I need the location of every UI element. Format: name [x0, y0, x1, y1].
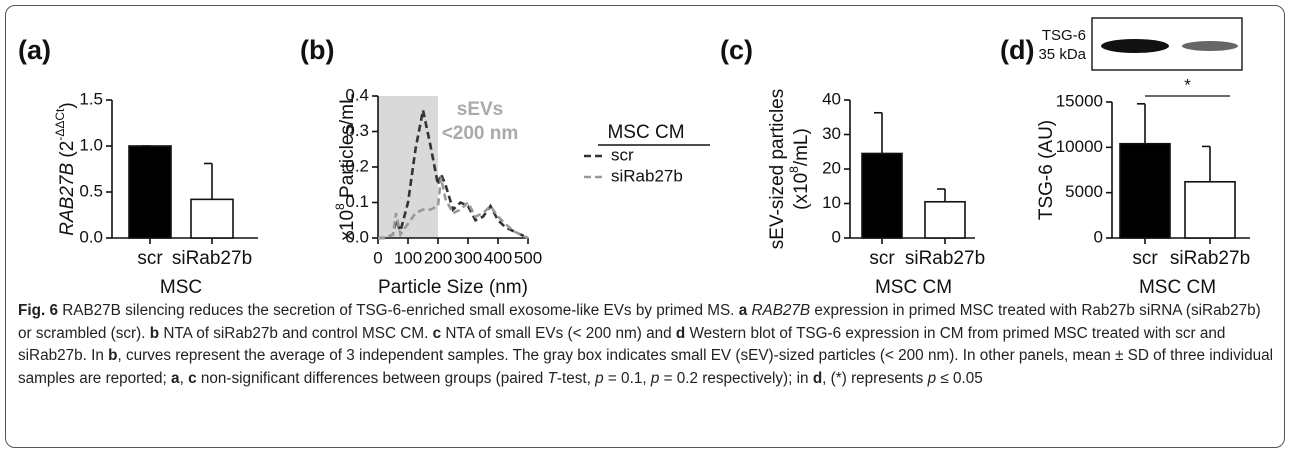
- x-tick-label: scr: [137, 248, 163, 269]
- caption-text: NTA of small EVs (< 200 nm) and: [441, 325, 676, 342]
- legend-title: MSC CM: [607, 122, 684, 143]
- y-axis-label: TSG-6 (AU): [1036, 120, 1057, 220]
- label-part: (2: [57, 141, 78, 163]
- bar: [129, 146, 171, 238]
- y-tick-label: 15000: [1056, 91, 1103, 110]
- caption-text: p: [595, 370, 604, 387]
- bar: [862, 153, 902, 238]
- caption-text: RAB27B: [751, 302, 810, 319]
- x-tick-label: 500: [514, 248, 542, 267]
- panel-label: (d): [1000, 35, 1034, 65]
- blot-band: [1182, 41, 1238, 51]
- caption-text: b: [108, 347, 117, 364]
- y-tick-label: 1.5: [79, 89, 103, 108]
- label-part: sEV-sized particles: [767, 89, 788, 250]
- figure-page: 0.0 0.5 1.0 1.5 (a) RAB27B (2-ΔΔCt) scr siRab27…: [0, 0, 1292, 455]
- shaded-region: [378, 96, 438, 238]
- caption-text: p: [928, 370, 937, 387]
- x-tick-label: 0: [373, 248, 382, 267]
- y-tick-label: 0.0: [79, 227, 103, 246]
- y-tick-label: 0: [1094, 227, 1103, 246]
- figure-charts: 0.0 0.5 1.0 1.5 (a) RAB27B (2-ΔΔCt) scr siRab27…: [0, 0, 1292, 300]
- blot-label: 35 kDa: [1038, 46, 1086, 63]
- caption-text: d: [813, 370, 822, 387]
- caption-text: Fig. 6: [18, 302, 58, 319]
- x-axis-label: Particle Size (nm): [378, 277, 528, 298]
- label-part: ): [57, 102, 78, 108]
- caption-text: = 0.1,: [604, 370, 651, 387]
- x-tick-label: scr: [869, 248, 895, 269]
- y-tick-label: 30: [822, 124, 841, 143]
- y-axis-label: x108 Particles/mL: [333, 93, 358, 240]
- caption-text: a: [739, 302, 748, 319]
- y-tick-label: 0.5: [79, 181, 103, 200]
- caption-text: = 0.2 respectively); in: [659, 370, 812, 387]
- caption-text: NTA of siRab27b and control MSC CM.: [159, 325, 432, 342]
- caption-text: T: [548, 370, 557, 387]
- bar: [191, 199, 233, 238]
- blot-label: TSG-6: [1042, 27, 1086, 44]
- label-part: /mL): [791, 128, 812, 166]
- x-axis-label: MSC CM: [1139, 277, 1216, 298]
- x-tick-label: siRab27b: [172, 248, 252, 269]
- label-part: Particles/mL: [337, 93, 358, 203]
- x-tick-label: 300: [454, 248, 482, 267]
- legend-label: siRab27b: [611, 166, 683, 185]
- x-tick-label: siRab27b: [905, 248, 985, 269]
- y-tick-label: 10: [822, 193, 841, 212]
- annotation: sEVs: [457, 99, 503, 120]
- label-part: -ΔΔCt: [53, 108, 67, 141]
- label-part: (x10: [791, 173, 812, 210]
- x-tick-label: 400: [484, 248, 512, 267]
- y-tick-label: 20: [822, 158, 841, 177]
- caption-text: c: [433, 325, 442, 342]
- label-part: RAB27B: [57, 163, 78, 236]
- bar: [1185, 182, 1235, 238]
- bar: [1120, 144, 1170, 238]
- caption-text: ,: [180, 370, 189, 387]
- figure-caption: Fig. 6 RAB27B silencing reduces the secr…: [18, 300, 1274, 390]
- y-tick-label: 1.0: [79, 135, 103, 154]
- significance-mark: *: [1184, 75, 1191, 94]
- y-axis-label: sEV-sized particles: [767, 89, 788, 250]
- label-part: TSG-6 (AU): [1036, 120, 1057, 220]
- caption-text: a: [171, 370, 180, 387]
- x-tick-label: siRab27b: [1170, 248, 1250, 269]
- y-axis-label: (x108/mL): [787, 128, 812, 210]
- caption-text: ≤ 0.05: [936, 370, 983, 387]
- label-part: x10: [337, 210, 358, 241]
- panel-label: (c): [720, 35, 753, 65]
- caption-text: non-significant differences between grou…: [197, 370, 548, 387]
- x-tick-label: scr: [1132, 248, 1158, 269]
- x-axis-label: MSC CM: [875, 277, 952, 298]
- caption-text: c: [188, 370, 197, 387]
- panel-label: (a): [18, 35, 51, 65]
- y-tick-label: 10000: [1056, 137, 1103, 156]
- y-tick-label: 5000: [1065, 182, 1103, 201]
- caption-text: RAB27B silencing reduces the secretion o…: [58, 302, 739, 319]
- x-tick-label: 200: [424, 248, 452, 267]
- y-tick-label: 0: [832, 227, 841, 246]
- blot-band: [1101, 39, 1169, 53]
- y-axis-label: RAB27B (2-ΔΔCt): [53, 102, 78, 235]
- caption-text: -test,: [557, 370, 595, 387]
- caption-text: d: [676, 325, 685, 342]
- annotation: <200 nm: [442, 123, 519, 144]
- x-tick-label: 100: [394, 248, 422, 267]
- bar: [925, 202, 965, 238]
- legend-label: scr: [611, 145, 634, 164]
- x-axis-label: MSC: [160, 277, 202, 298]
- y-tick-label: 40: [822, 89, 841, 108]
- caption-text: , (*) represents: [822, 370, 927, 387]
- panel-label: (b): [300, 35, 334, 65]
- caption-text: b: [150, 325, 159, 342]
